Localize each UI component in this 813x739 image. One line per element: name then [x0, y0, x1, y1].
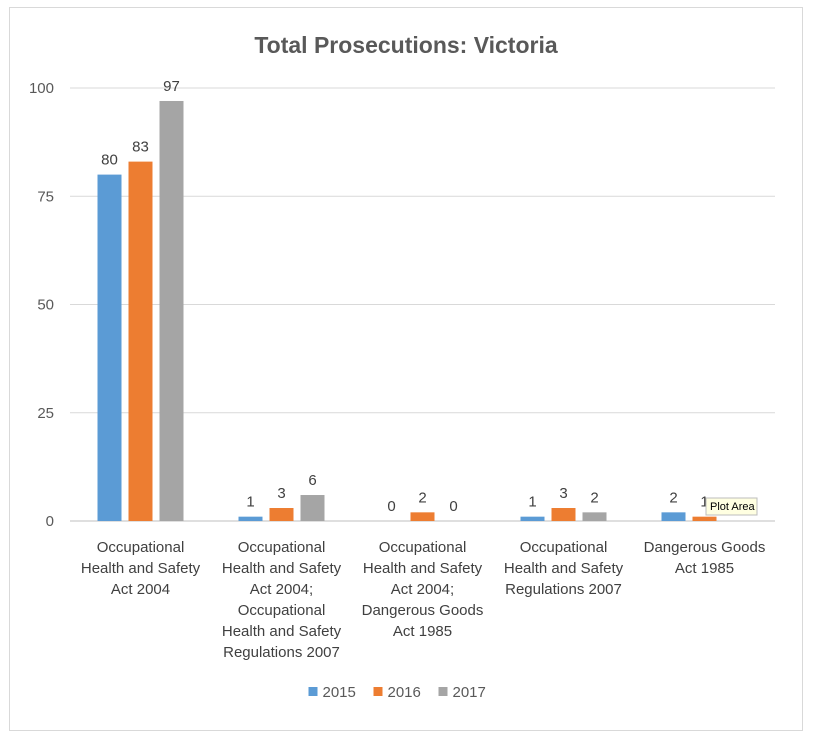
data-label: 83 [132, 139, 149, 156]
data-label: 2 [418, 489, 426, 506]
bar[interactable] [128, 161, 153, 522]
x-tick-label-line: Health and Safety [363, 560, 483, 577]
y-tick-label: 50 [37, 297, 54, 314]
bar[interactable] [582, 512, 607, 521]
legend[interactable]: 2015 2016 2017 [308, 684, 486, 701]
data-label: 97 [163, 78, 180, 95]
plot-area-tooltip: Plot Area [705, 497, 758, 516]
legend-label: 2015 [323, 684, 356, 701]
legend-label: 2017 [453, 684, 486, 701]
data-label: 1 [700, 494, 708, 511]
bar[interactable] [692, 516, 717, 521]
tooltip-text: Plot Area [710, 501, 756, 513]
y-axis: 0 25 50 75 100 [29, 80, 54, 530]
x-tick-label: Occupational Health and Safety Act 2004; Oc… [222, 539, 342, 661]
gridlines [70, 87, 775, 522]
y-tick-label: 0 [46, 513, 54, 530]
x-tick-label-line: Dangerous Goods [362, 602, 484, 619]
x-tick-label-line: Health and Safety [504, 560, 624, 577]
x-tick-label-line: Occupational [97, 539, 185, 556]
x-tick-label-line: Occupational [520, 539, 608, 556]
x-tick-label-line: Health and Safety [222, 623, 342, 640]
plot-area[interactable] [97, 100, 717, 522]
y-tick-label: 25 [37, 405, 54, 422]
bar[interactable] [410, 512, 435, 521]
x-tick-label-line: Act 2004 [111, 581, 170, 598]
x-tick-label: Occupational Health and Safety Regulations… [504, 539, 624, 598]
data-label: 1 [246, 494, 254, 511]
x-tick-label-line: Occupational [238, 539, 326, 556]
data-label: 3 [277, 485, 285, 502]
x-tick-label: Occupational Health and Safety Act 2004; Da… [362, 539, 484, 640]
bar[interactable] [661, 512, 686, 521]
chart-title: Total Prosecutions: Victoria [254, 32, 558, 58]
tooltip-box [705, 497, 758, 516]
y-tick-label: 100 [29, 80, 54, 97]
x-tick-label: Occupational Health and Safety Act 2004 [81, 539, 201, 598]
legend-label: 2016 [388, 684, 421, 701]
bar[interactable] [97, 174, 122, 521]
data-label: 2 [590, 489, 598, 506]
x-tick-label: Dangerous Goods Act 1985 [644, 539, 766, 577]
x-tick-label-line: Act 1985 [393, 623, 452, 640]
x-tick-label-line: Occupational [379, 539, 467, 556]
bar[interactable] [238, 516, 263, 521]
data-label: 1 [528, 494, 536, 511]
x-tick-label-line: Dangerous Goods [644, 539, 766, 556]
data-label: 2 [669, 489, 677, 506]
x-axis: Occupational Health and Safety Act 2004Occ… [81, 539, 766, 661]
legend-swatch [308, 687, 318, 696]
data-label: 6 [308, 472, 316, 489]
legend-swatch [373, 687, 383, 696]
x-tick-label-line: Regulations 2007 [505, 581, 622, 598]
x-tick-label-line: Occupational [238, 602, 326, 619]
data-label: 3 [559, 485, 567, 502]
data-label: 0 [387, 498, 395, 515]
x-tick-label-line: Regulations 2007 [223, 644, 340, 661]
x-tick-label-line: Health and Safety [81, 560, 201, 577]
data-label: 80 [101, 152, 118, 169]
bar[interactable] [159, 100, 184, 522]
bar[interactable] [269, 508, 294, 521]
data-label: 0 [449, 498, 457, 515]
x-tick-label-line: Act 2004; [250, 581, 313, 598]
bar[interactable] [300, 495, 325, 521]
y-tick-label: 75 [37, 188, 54, 205]
legend-swatch [438, 687, 448, 696]
bar[interactable] [551, 508, 576, 521]
x-tick-label-line: Act 2004; [391, 581, 454, 598]
data-labels: 808397136020132210 [101, 78, 740, 515]
x-tick-label-line: Act 1985 [675, 560, 734, 577]
x-tick-label-line: Health and Safety [222, 560, 342, 577]
bar[interactable] [520, 516, 545, 521]
